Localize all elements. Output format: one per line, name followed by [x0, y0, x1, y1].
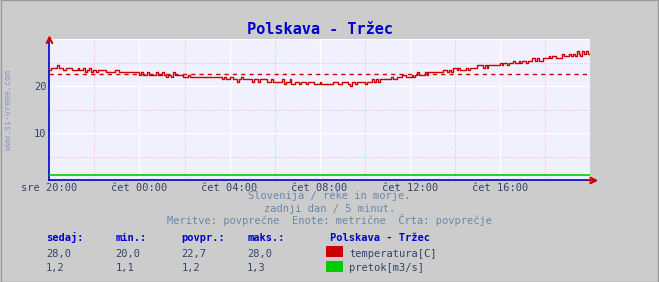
Text: 1,3: 1,3: [247, 263, 266, 273]
Text: 1,1: 1,1: [115, 263, 134, 273]
Text: www.si-vreme.com: www.si-vreme.com: [4, 70, 13, 150]
Text: maks.:: maks.:: [247, 233, 285, 243]
Text: 20,0: 20,0: [115, 249, 140, 259]
Title: Polskava - Tržec: Polskava - Tržec: [246, 22, 393, 37]
Text: povpr.:: povpr.:: [181, 233, 225, 243]
Text: 1,2: 1,2: [46, 263, 65, 273]
Text: Slovenija / reke in morje.: Slovenija / reke in morje.: [248, 191, 411, 201]
Text: 28,0: 28,0: [46, 249, 71, 259]
Text: 1,2: 1,2: [181, 263, 200, 273]
Text: zadnji dan / 5 minut.: zadnji dan / 5 minut.: [264, 204, 395, 213]
Text: 28,0: 28,0: [247, 249, 272, 259]
Text: 22,7: 22,7: [181, 249, 206, 259]
Text: Meritve: povprečne  Enote: metrične  Črta: povprečje: Meritve: povprečne Enote: metrične Črta:…: [167, 214, 492, 226]
Text: sedaj:: sedaj:: [46, 232, 84, 243]
Text: temperatura[C]: temperatura[C]: [349, 249, 437, 259]
Text: pretok[m3/s]: pretok[m3/s]: [349, 263, 424, 273]
Text: min.:: min.:: [115, 233, 146, 243]
Text: Polskava - Tržec: Polskava - Tržec: [330, 233, 430, 243]
